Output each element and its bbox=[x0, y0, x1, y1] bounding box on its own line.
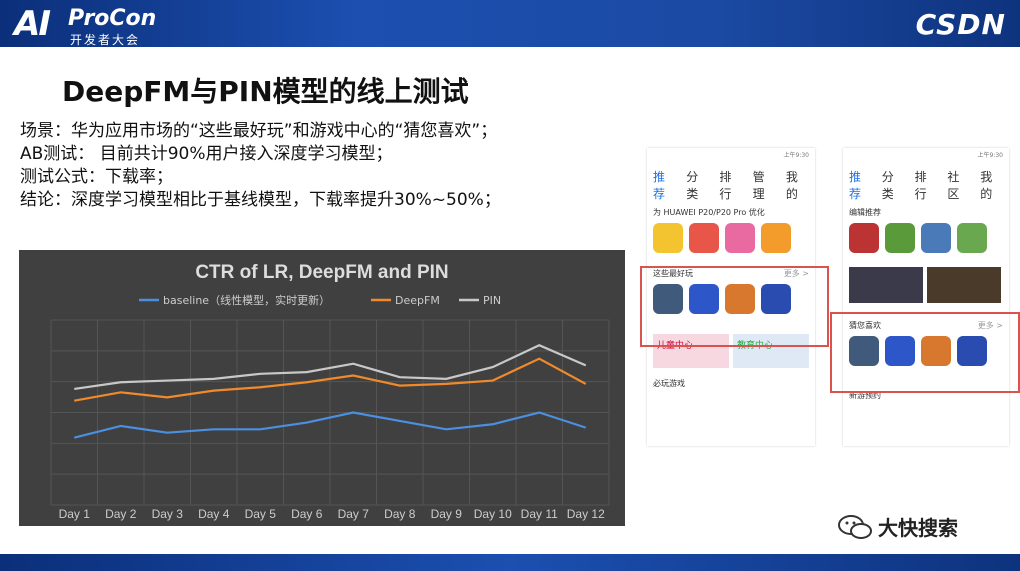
phone1-best-tiles bbox=[647, 282, 815, 316]
phone2-tab-rank[interactable]: 排行 bbox=[914, 170, 927, 201]
line-scene: 场景：华为应用市场的“这些最好玩”和游戏中心的“猜您喜欢”； bbox=[20, 121, 498, 141]
line-abtest: AB测试： 目前共计90%用户接入深度学习模型； bbox=[20, 144, 393, 164]
phone2-status-time: 上午9:30 bbox=[977, 152, 1003, 159]
legend-label: PIN bbox=[483, 294, 501, 307]
app-tile[interactable] bbox=[885, 336, 915, 366]
phone1-section-best-label: 这些最好玩 bbox=[653, 269, 693, 278]
x-tick-label: Day 7 bbox=[338, 507, 370, 521]
banner-game-1[interactable] bbox=[849, 267, 923, 303]
app-tile[interactable] bbox=[689, 223, 719, 253]
line-conclusion: 结论：深度学习模型相比于基线模型，下载率提升30%~50%； bbox=[20, 190, 501, 210]
ctr-chart: CTR of LR, DeepFM and PIN baseline（线性模型，… bbox=[19, 250, 625, 526]
series-line-1 bbox=[74, 357, 587, 402]
phone-screenshot-gamecenter: 上午9:30 推荐 分类 排行 社区 我的 编辑推荐 猜您喜欢 更多 > 新游预约 bbox=[843, 148, 1009, 446]
top-banner: AI ProCon 开发者大会 CSDN bbox=[0, 0, 1020, 47]
x-tick-label: Day 9 bbox=[431, 507, 463, 521]
watermark-text: 大快搜索 bbox=[878, 516, 958, 540]
phone2-section-preorder: 新游预约 bbox=[849, 391, 881, 400]
phone2-editor-tiles bbox=[843, 221, 1009, 255]
x-tick-label: Day 1 bbox=[59, 507, 91, 521]
phone2-status-bar: 上午9:30 bbox=[843, 148, 1009, 166]
app-tile[interactable] bbox=[761, 284, 791, 314]
x-tick-label: Day 2 bbox=[105, 507, 137, 521]
watermark: 大快搜索 bbox=[838, 512, 958, 541]
highlight-box-best bbox=[640, 266, 829, 347]
series-line-2 bbox=[74, 344, 587, 391]
phone2-more-link[interactable]: 更多 > bbox=[977, 321, 1003, 330]
phone1-status-bar: 上午9:30 bbox=[647, 148, 815, 166]
aiprocon-logo: AI ProCon 开发者大会 bbox=[14, 4, 164, 47]
phone2-tab-mine[interactable]: 我的 bbox=[980, 170, 993, 201]
phone2-section-guess-label: 猜您喜欢 bbox=[849, 321, 881, 330]
slide-title: DeepFM与PIN模型的线上测试 bbox=[62, 75, 469, 108]
phone1-tab-manage[interactable]: 管理 bbox=[752, 170, 765, 201]
phone2-guess-tiles bbox=[843, 334, 1009, 368]
chart-grid bbox=[50, 319, 610, 506]
app-tile[interactable] bbox=[921, 336, 951, 366]
x-tick-label: Day 8 bbox=[384, 507, 416, 521]
phone2-tabs: 推荐 分类 排行 社区 我的 bbox=[843, 166, 1009, 204]
app-tile[interactable] bbox=[957, 223, 987, 253]
series-line-0 bbox=[73, 411, 587, 439]
phone1-promo: 为 HUAWEI P20/P20 Pro 优化 bbox=[653, 208, 765, 217]
x-tick-label: Day 10 bbox=[474, 507, 512, 521]
x-tick-label: Day 3 bbox=[152, 507, 184, 521]
phone1-tab-rank[interactable]: 排行 bbox=[719, 170, 732, 201]
x-tick-label: Day 4 bbox=[198, 507, 230, 521]
csdn-logo: CSDN bbox=[915, 8, 1006, 41]
phone-screenshot-appmarket: 上午9:30 推荐 分类 排行 管理 我的 为 HUAWEI P20/P20 P… bbox=[647, 148, 815, 446]
line-formula: 测试公式：下载率； bbox=[20, 167, 173, 187]
logo-subtitle: 开发者大会 bbox=[70, 33, 141, 47]
banner-game-2[interactable] bbox=[927, 267, 1001, 303]
chart-x-ticks: Day 1 Day 2 Day 3 Day 4 Day 5 Day 6 Day 7 Day 8… bbox=[59, 507, 606, 521]
chart-series bbox=[73, 344, 587, 439]
app-tile[interactable] bbox=[725, 223, 755, 253]
phone1-section-mustplay: 必玩游戏 bbox=[653, 379, 685, 388]
legend-label: baseline（线性模型，实时更新） bbox=[163, 293, 330, 307]
phone1-status-time: 上午9:30 bbox=[783, 152, 809, 159]
phone2-tab-recommend[interactable]: 推荐 bbox=[849, 170, 862, 201]
logo-ai: AI bbox=[14, 4, 51, 44]
bullet-lines: 场景：华为应用市场的“这些最好玩”和游戏中心的“猜您喜欢”； AB测试： 目前共… bbox=[20, 120, 580, 212]
bottom-banner bbox=[0, 554, 1020, 571]
app-tile[interactable] bbox=[725, 284, 755, 314]
phone1-tabs: 推荐 分类 排行 管理 我的 bbox=[647, 166, 815, 204]
app-tile[interactable] bbox=[957, 336, 987, 366]
app-tile[interactable] bbox=[921, 223, 951, 253]
x-tick-label: Day 6 bbox=[291, 507, 323, 521]
x-tick-label: Day 5 bbox=[245, 507, 277, 521]
chart-legend: baseline（线性模型，实时更新） DeepFM PIN bbox=[139, 293, 501, 307]
phone2-section-editor: 编辑推荐 bbox=[849, 208, 881, 217]
app-tile[interactable] bbox=[761, 223, 791, 253]
phone1-section-best: 这些最好玩 更多 > bbox=[647, 265, 815, 282]
logo-brand: ProCon bbox=[68, 6, 157, 31]
phone1-promo-tiles bbox=[647, 221, 815, 255]
app-tile[interactable] bbox=[653, 223, 683, 253]
app-tile[interactable] bbox=[653, 284, 683, 314]
app-tile[interactable] bbox=[689, 284, 719, 314]
phone2-tab-community[interactable]: 社区 bbox=[947, 170, 960, 201]
highlight-box-guess bbox=[830, 312, 1020, 393]
phone2-tab-category[interactable]: 分类 bbox=[881, 170, 894, 201]
app-tile[interactable] bbox=[885, 223, 915, 253]
phone1-tab-mine[interactable]: 我的 bbox=[785, 170, 798, 201]
phone1-tab-recommend[interactable]: 推荐 bbox=[653, 170, 666, 201]
legend-label: DeepFM bbox=[395, 294, 440, 307]
phone2-section-guess: 猜您喜欢 更多 > bbox=[843, 317, 1009, 334]
phone1-tab-category[interactable]: 分类 bbox=[686, 170, 699, 201]
app-tile[interactable] bbox=[849, 223, 879, 253]
chart-title: CTR of LR, DeepFM and PIN bbox=[195, 262, 448, 283]
x-tick-label: Day 11 bbox=[521, 507, 558, 521]
phone1-more-link[interactable]: 更多 > bbox=[783, 269, 809, 278]
ctr-chart-svg: CTR of LR, DeepFM and PIN baseline（线性模型，… bbox=[50, 262, 610, 521]
app-tile[interactable] bbox=[849, 336, 879, 366]
x-tick-label: Day 12 bbox=[567, 507, 605, 521]
wechat-icon bbox=[838, 514, 872, 539]
